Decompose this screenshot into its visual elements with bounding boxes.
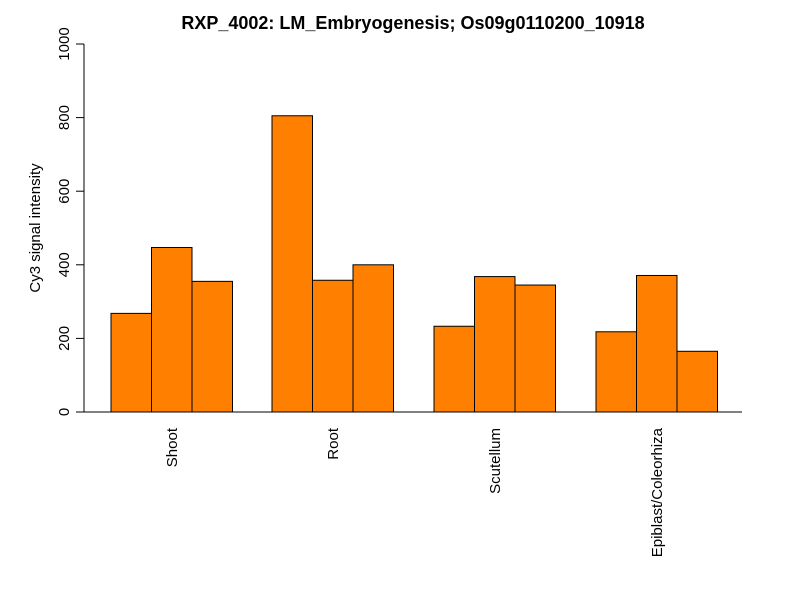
y-axis-label: Cy3 signal intensity xyxy=(27,163,44,293)
bar-root-3 xyxy=(352,264,394,413)
bar-scutellum-3 xyxy=(514,284,556,413)
x-category-label: Root xyxy=(325,427,342,460)
bar-shoot-3 xyxy=(191,280,233,413)
bar-shoot-2 xyxy=(151,247,193,413)
category-labels: Shoot Root Scutellum Epiblast/Coleorhiza xyxy=(164,427,666,557)
x-category-label: Epiblast/Coleorhiza xyxy=(649,427,666,557)
y-axis: 0 200 400 600 800 1000 xyxy=(56,27,85,416)
x-category-label: Shoot xyxy=(164,427,181,467)
bar-shoot-1 xyxy=(110,312,152,413)
y-tick-label: 1000 xyxy=(56,27,73,60)
y-tick-label: 600 xyxy=(56,179,73,204)
y-tick-label: 200 xyxy=(56,326,73,351)
bar-epiblast-coleorhiza-3 xyxy=(676,350,718,413)
x-category-label: Scutellum xyxy=(487,428,504,494)
y-tick-label: 0 xyxy=(56,408,73,416)
bar-root-1 xyxy=(271,115,313,413)
chart-title: RXP_4002: LM_Embryogenesis; Os09g0110200… xyxy=(181,13,644,33)
bars xyxy=(110,115,718,413)
y-tick-label: 800 xyxy=(56,105,73,130)
bar-epiblast-coleorhiza-1 xyxy=(595,331,637,413)
y-tick-label: 400 xyxy=(56,252,73,277)
bar-scutellum-1 xyxy=(433,325,475,413)
bar-scutellum-2 xyxy=(474,276,516,413)
bar-root-2 xyxy=(312,279,354,413)
bar-epiblast-coleorhiza-2 xyxy=(636,274,678,413)
